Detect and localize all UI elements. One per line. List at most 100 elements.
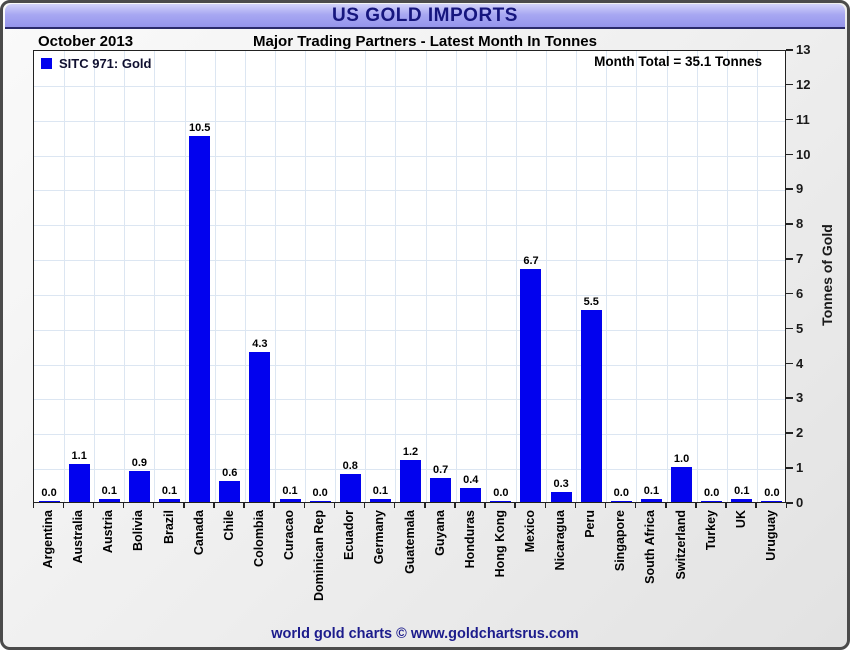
x-tick-label: Singapore [613,510,628,572]
y-axis-title: Tonnes of Gold [819,224,835,326]
chart-title: US GOLD IMPORTS [332,4,518,26]
bar-value-label: 0.4 [463,474,479,486]
x-tick-label: Switzerland [673,510,688,580]
gridline-horizontal [34,190,785,192]
gridline-horizontal [34,120,785,122]
bar [701,501,723,502]
gridline-vertical [244,51,246,502]
gridline-vertical [606,51,608,502]
gridline-vertical [305,51,307,502]
y-axis-tick [786,502,793,504]
bar [610,501,632,502]
bar [520,269,542,502]
bar [580,310,602,502]
gridline-vertical [365,51,367,502]
bar-value-label: 4.3 [252,338,268,350]
bar [761,501,783,502]
x-tick-label: Mexico [522,510,537,553]
x-tick-label: Austria [101,510,116,554]
bar [430,478,452,502]
y-tick-label: 2 [796,425,804,441]
x-tick-label: Canada [191,510,206,556]
bar-value-label: 5.5 [583,296,599,308]
bar-value-label: 0.1 [734,485,750,497]
gridline-vertical [64,51,66,502]
y-tick-label: 9 [796,181,804,197]
x-tick-label: Argentina [41,510,56,569]
y-axis-tick [786,49,793,51]
bar [279,499,301,502]
x-axis-tick [574,503,577,508]
bar [671,467,693,502]
bar [640,499,662,502]
gridline-vertical [124,51,126,502]
gridline-horizontal [34,85,785,87]
title-bar: US GOLD IMPORTS [5,4,845,29]
gridline-vertical [666,51,668,502]
bar [128,471,150,502]
x-axis-tick [785,503,787,508]
bar [249,352,271,502]
gridline-vertical [335,51,337,502]
bar [490,501,512,502]
x-tick-label: Dominican Rep [312,510,327,601]
gridline-horizontal [34,225,785,227]
bar [309,501,331,502]
x-axis-tick [122,503,125,508]
plot-area: 0.0 1.1 0.1 0.9 0.1 10.5 0.6 4.3 0.1 0.0 0.8 0.1 1.2… [33,50,786,503]
gridline-vertical [726,51,728,502]
x-tick-label: Hong Kong [492,510,507,578]
gridline-vertical [154,51,156,502]
bar [550,492,572,502]
gridline-vertical [274,51,276,502]
bar-value-label: 10.5 [188,122,211,134]
gridline-vertical [696,51,698,502]
gridline-vertical [214,51,216,502]
x-axis-tick [243,503,245,508]
x-tick-label: Bolivia [131,510,146,551]
x-tick-label: Peru [583,510,598,538]
gridline-vertical [455,51,457,502]
x-tick-label: Honduras [462,510,477,569]
gridline-vertical [94,51,96,502]
x-axis-tick [333,503,336,508]
gridline-vertical [395,51,397,502]
bar [219,481,241,502]
y-tick-label: 1 [796,460,804,476]
x-axis-tick [424,503,426,508]
bar [189,136,211,502]
bar-value-label: 0.0 [764,487,780,499]
y-tick-label: 8 [796,216,804,232]
gridline-vertical [546,51,548,502]
x-axis-tick [152,503,155,508]
x-axis-tick [634,503,637,508]
x-axis-tick [62,503,65,508]
x-tick-label: Australia [71,510,86,564]
bar-value-label: 0.1 [372,485,389,497]
x-tick-label: Ecuador [342,510,357,561]
bar-value-label: 0.0 [41,487,57,499]
gridline-vertical [636,51,638,502]
bar [68,464,90,502]
legend: SITC 971: Gold [41,56,151,71]
x-axis-tick [665,503,667,508]
x-axis-tick [544,503,547,508]
x-tick-label: Colombia [251,510,266,567]
bar [159,499,181,502]
bar-value-label: 0.0 [312,487,328,499]
bar [98,499,120,502]
y-tick-label: 3 [796,390,804,406]
x-axis-tick [273,503,275,508]
x-tick-label: Brazil [161,510,176,545]
x-tick-label: South Africa [643,510,658,584]
y-tick-label: 11 [796,111,810,127]
gridline-horizontal [34,260,785,262]
x-tick-label: Curacao [282,510,297,561]
gridline-horizontal [34,434,785,436]
gridline-horizontal [34,364,785,366]
gridline-horizontal [34,155,785,157]
gridline-vertical [485,51,487,502]
y-axis-tick [786,292,793,295]
x-tick-label: Uruguay [763,510,778,561]
